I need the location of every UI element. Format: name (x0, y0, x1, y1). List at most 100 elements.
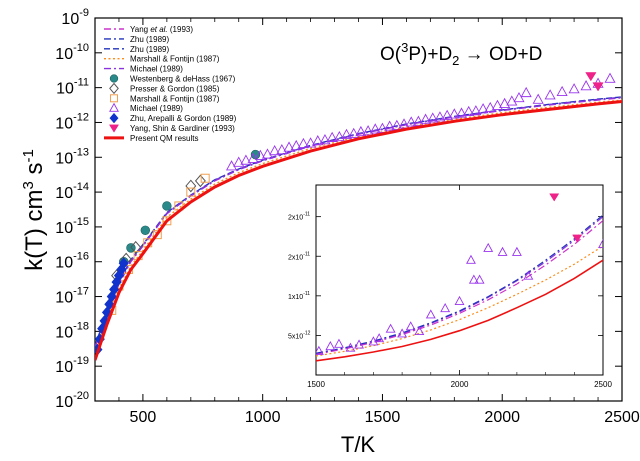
inset-series-line-yang-et-al-1993 (316, 220, 603, 355)
inset-x-tick-label: 2500 (594, 380, 612, 389)
x-axis-label: T/K (341, 432, 376, 457)
legend-label: Marshall & Fontijn (1987) (130, 94, 220, 103)
legend-item-michael-1989: Michael (1989) (109, 102, 183, 113)
inset-data-point-michael-1989 (325, 341, 336, 351)
series-line-present-qm-results (95, 100, 622, 361)
main-axes: 500 1000 1500 2000 2500 10-20 10-19 10-18 10-17 1… (55, 7, 640, 426)
x-tick-label: 500 (130, 409, 157, 426)
inset-data-point-michael-1989 (334, 338, 344, 348)
data-point-michael-1989 (506, 95, 518, 106)
data-point-michael-1989 (384, 120, 396, 131)
inset-data-point-michael-1989 (466, 254, 476, 264)
reaction-label: O(3P)+D2 → OD+D (380, 40, 542, 68)
data-point-yang-shin-gardiner-1993 (592, 82, 604, 92)
data-point-michael-1989 (355, 125, 367, 137)
inset-data-point-michael-1989 (474, 274, 485, 284)
inset-data-point-michael-1989 (405, 321, 416, 331)
y-tick-label: 10-18 (55, 320, 89, 341)
legend-item-michael-1989: Michael (1989) (104, 65, 183, 74)
data-point-michael-1989 (333, 130, 345, 142)
main-series-group (95, 72, 622, 361)
data-point-michael-1989 (420, 113, 432, 124)
data-point-michael-1989 (391, 119, 403, 130)
data-point-michael-1989 (225, 160, 238, 171)
inset-data-point-michael-1989 (345, 342, 356, 352)
legend-label: Yang, Shin & Gardiner (1993) (130, 124, 235, 133)
inset-data-point-michael-1989 (497, 246, 508, 256)
legend-item-yang-shin-gardiner-1993: Yang, Shin & Gardiner (1993) (109, 124, 235, 133)
data-point-michael-1989 (441, 109, 453, 120)
data-point-presser-gordon-1985 (185, 179, 197, 193)
legend-item-marshall-fontijn-1987: Marshall & Fontijn (1987) (110, 94, 220, 103)
legend-item-marshall-fontijn-1987: Marshall & Fontijn (1987) (104, 55, 220, 64)
inset-axes: 1500 2000 2500 5x10-12 1x10-11 2x10-11 2x10-11 (288, 185, 612, 389)
data-point-zhu-arepalli-gordon-1989 (104, 298, 115, 311)
x-tick-label: 2000 (484, 409, 520, 426)
legend-label: Zhu (1989) (130, 35, 169, 44)
inset-series-group (316, 193, 603, 362)
data-point-michael-1989 (340, 128, 353, 139)
data-point-michael-1989 (448, 108, 460, 119)
data-point-marshall-fontijn-1987 (152, 230, 162, 240)
legend-swatch-marker (109, 112, 119, 124)
y-tick-label: 10-13 (55, 146, 89, 167)
data-point-michael-1989 (247, 152, 259, 163)
inset-data-point-michael-1989 (523, 270, 534, 280)
y-tick-label: 10-20 (55, 390, 89, 411)
data-point-michael-1989 (269, 145, 281, 156)
data-point-michael-1989 (305, 137, 317, 148)
data-point-michael-1989 (348, 127, 360, 138)
inset-series-line-michael-1989 (316, 216, 603, 355)
data-point-michael-1989 (427, 112, 439, 123)
inset-x-tick-label: 2000 (451, 380, 469, 389)
inset-y-tick-label: 5x10-12 (288, 330, 311, 340)
data-point-michael-1989 (412, 115, 424, 126)
legend-item-yang-et-al-1993: Yang et al. (1993) (104, 25, 193, 34)
legend-label: Yang et al. (1993) (130, 25, 193, 34)
data-point-marshall-fontijn-1987 (162, 216, 172, 226)
inset-data-point-michael-1989 (598, 238, 603, 248)
data-point-marshall-fontijn-1987 (186, 187, 196, 197)
inset-x-tick-label: 1500 (307, 380, 325, 389)
y-tick-label: 10-19 (55, 355, 89, 376)
legend-label: Westenberg & deHass (1967) (130, 75, 236, 84)
inset-y-tick-label: 2x10-11 (288, 212, 310, 222)
legend-label: Presser & Gordon (1985) (130, 84, 220, 93)
data-point-michael-1989 (362, 125, 374, 136)
inset-data-point-michael-1989 (397, 328, 408, 338)
data-point-michael-1989 (233, 156, 245, 167)
legend-label: Zhu, Arepalli & Gordon (1989) (130, 114, 237, 123)
y-tick-label: 10-9 (61, 7, 89, 28)
inset-data-point-michael-1989 (468, 274, 479, 284)
series-line-marshall-fontijn-1987 (95, 99, 622, 354)
legend-item-zhu-1989: Zhu (1989) (104, 45, 169, 54)
data-point-michael-1989 (369, 123, 381, 134)
data-point-michael-1989 (283, 141, 295, 152)
legend-item-zhu-1989: Zhu (1989) (104, 35, 169, 44)
x-tick-label: 1500 (365, 409, 401, 426)
legend: Yang et al. (1993)Zhu (1989)Zhu (1989)Ma… (104, 25, 237, 143)
legend-label: Michael (1989) (130, 104, 183, 113)
legend-swatch-marker (109, 82, 119, 95)
inset-series-line-zhu-1989 (316, 214, 603, 354)
legend-swatch-marker (110, 94, 118, 103)
inset-series-line-present-qm-results (316, 259, 603, 362)
data-point-michael-1989 (455, 107, 468, 118)
data-point-michael-1989 (568, 83, 580, 94)
data-point-westenberg-dehass-1967 (162, 201, 172, 211)
legend-swatch-marker (109, 102, 119, 112)
y-tick-label: 10-17 (55, 286, 89, 307)
inset-y-tick-label: 2x10-11 (288, 251, 310, 261)
data-point-michael-1989 (297, 137, 309, 149)
inset-data-point-michael-1989 (316, 345, 324, 355)
data-point-michael-1989 (319, 134, 331, 145)
legend-item-zhu-arepalli-gordon-1989: Zhu, Arepalli & Gordon (1989) (109, 112, 237, 124)
inset-data-point-michael-1989 (511, 246, 522, 256)
data-point-michael-1989 (240, 154, 252, 165)
inset-data-point-michael-1989 (414, 325, 425, 336)
data-point-michael-1989 (254, 149, 266, 160)
data-point-michael-1989 (290, 139, 302, 151)
data-point-westenberg-dehass-1967 (140, 225, 151, 235)
y-tick-label: 10-11 (56, 77, 89, 98)
y-tick-label: 10-15 (55, 216, 89, 237)
